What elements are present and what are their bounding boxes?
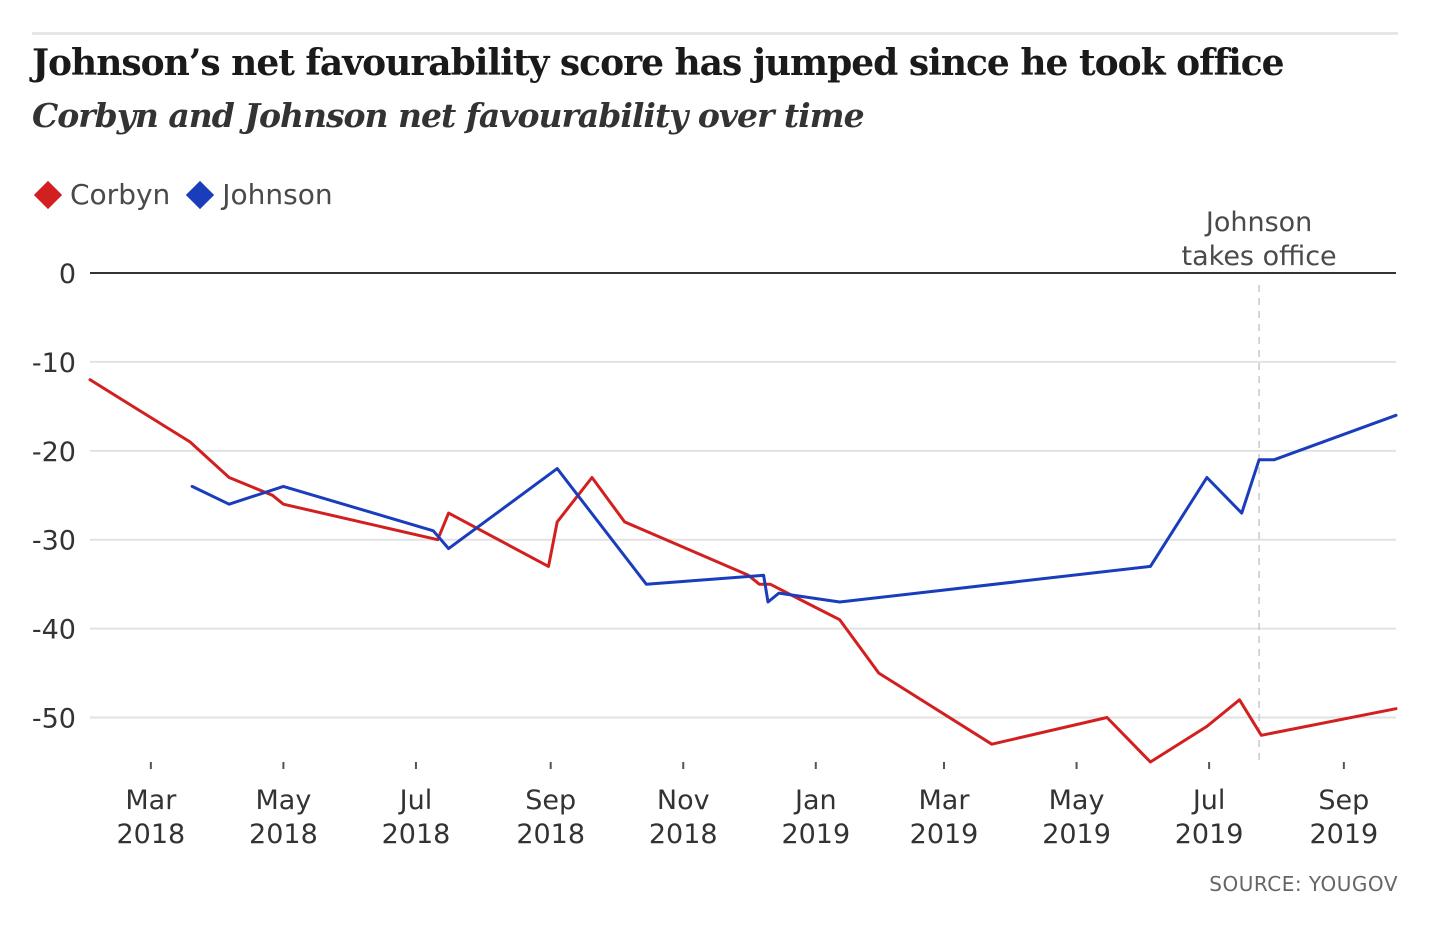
- top-rule: [32, 32, 1398, 35]
- legend-label-johnson: Johnson: [222, 178, 333, 211]
- y-tick-label: 0: [59, 259, 76, 290]
- y-axis: 0 -10 -20 -30 -40 -50: [32, 259, 76, 735]
- x-tick-label-year: 2019: [910, 819, 979, 850]
- chart-subtitle: Corbyn and Johnson net favourability ove…: [32, 96, 865, 135]
- legend-item-corbyn: Corbyn: [32, 178, 170, 211]
- x-tick-label-year: 2019: [1175, 819, 1244, 850]
- x-tick-label-year: 2019: [781, 819, 850, 850]
- annotation-text: Johnson: [1204, 207, 1312, 238]
- series-line-corbyn: [88, 378, 1398, 764]
- y-tick-label: -10: [32, 348, 76, 379]
- x-tick-label-month: Sep: [1318, 785, 1369, 816]
- x-tick-label-month: Mar: [919, 785, 971, 816]
- x-tick-label-month: May: [255, 785, 311, 816]
- x-tick-label-month: Jan: [793, 785, 837, 816]
- x-tick-label-year: 2018: [382, 819, 451, 850]
- y-tick-label: -50: [32, 704, 76, 735]
- x-tick-label-month: Sep: [525, 785, 576, 816]
- x-tick-label-year: 2019: [1042, 819, 1111, 850]
- annotation-text: takes office: [1182, 241, 1337, 272]
- x-axis: Mar2018May2018Jul2018Sep2018Nov2018Jan20…: [116, 762, 1378, 850]
- x-tick-label-year: 2018: [649, 819, 718, 850]
- gridlines: [90, 272, 1396, 719]
- series-line-johnson: [190, 413, 1398, 604]
- legend-item-johnson: Johnson: [184, 178, 333, 211]
- y-tick-label: -20: [32, 437, 76, 468]
- x-tick-label-month: Mar: [125, 785, 177, 816]
- x-tick-label-month: Nov: [657, 785, 710, 816]
- x-tick-label-year: 2019: [1309, 819, 1378, 850]
- x-tick-label-year: 2018: [116, 819, 185, 850]
- y-tick-label: -30: [32, 526, 76, 557]
- x-tick-label-year: 2018: [249, 819, 318, 850]
- x-tick-label-year: 2018: [516, 819, 585, 850]
- x-tick-label-month: Jul: [398, 785, 433, 816]
- source-note: SOURCE: YOUGOV: [1209, 872, 1398, 896]
- x-tick-label-month: May: [1049, 785, 1105, 816]
- chart-title: Johnson’s net favourability score has ju…: [32, 42, 1285, 84]
- legend: Corbyn Johnson: [32, 178, 347, 211]
- y-tick-label: -40: [32, 615, 76, 646]
- x-tick-label-month: Jul: [1191, 785, 1226, 816]
- series-lines: [88, 378, 1398, 764]
- legend-label-corbyn: Corbyn: [70, 178, 171, 211]
